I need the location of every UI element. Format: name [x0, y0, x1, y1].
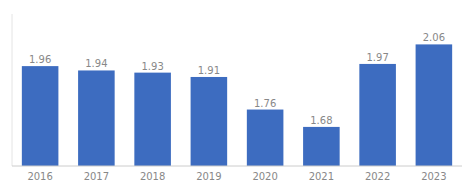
chart-container: 1.96 1.94 1.93 1.91 1.76 1.68 1.97 2.06 2016 2017…	[0, 0, 474, 188]
y-axis-line	[12, 14, 13, 166]
data-label: 1.91	[198, 65, 220, 76]
x-tick-label: 2018	[140, 171, 165, 182]
x-tick-label: 2017	[84, 171, 109, 182]
bar	[134, 73, 171, 166]
data-label: 1.76	[254, 98, 276, 109]
x-tick-label: 2022	[365, 171, 390, 182]
data-label: 1.93	[141, 61, 163, 72]
bar	[191, 77, 228, 166]
x-tick-label: 2019	[196, 171, 221, 182]
x-tick-label: 2023	[421, 171, 446, 182]
data-label: 1.97	[366, 52, 388, 63]
data-label: 1.68	[310, 115, 332, 126]
data-label: 1.96	[29, 54, 51, 65]
bars	[22, 44, 452, 166]
x-tick-label: 2020	[252, 171, 277, 182]
x-tick-label: 2021	[309, 171, 334, 182]
x-tick-label: 2016	[27, 171, 52, 182]
bar	[78, 70, 115, 166]
chart: 1.96 1.94 1.93 1.91 1.76 1.68 1.97 2.06 2016 2017…	[0, 0, 474, 188]
background	[0, 0, 474, 188]
bar	[416, 44, 453, 166]
bar	[303, 127, 340, 166]
data-label: 1.94	[85, 58, 107, 69]
x-axis-line	[12, 166, 462, 167]
bar	[247, 110, 284, 166]
bar	[22, 66, 59, 166]
bar	[359, 64, 396, 166]
data-label: 2.06	[423, 32, 445, 43]
